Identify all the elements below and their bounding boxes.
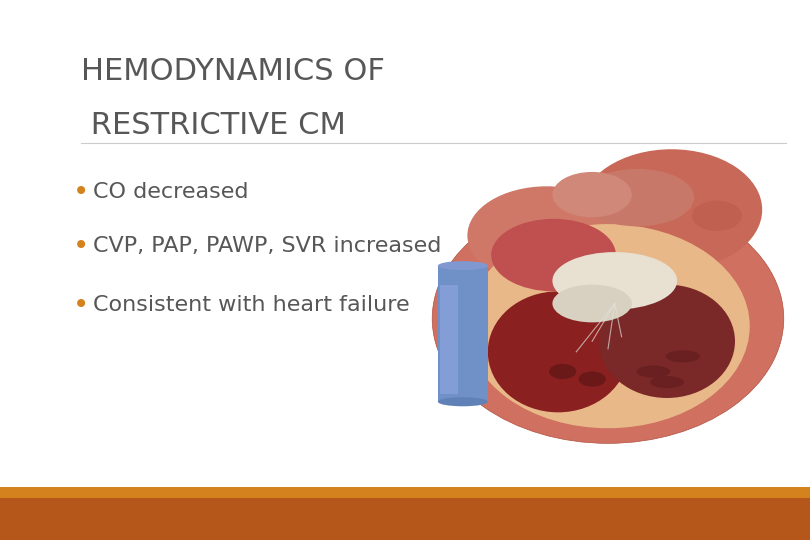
Text: HEMODYNAMICS OF: HEMODYNAMICS OF bbox=[81, 57, 385, 86]
Text: •: • bbox=[73, 178, 89, 206]
Text: •: • bbox=[73, 232, 89, 260]
Ellipse shape bbox=[433, 194, 784, 443]
Ellipse shape bbox=[491, 219, 616, 292]
Ellipse shape bbox=[578, 372, 606, 387]
Ellipse shape bbox=[552, 252, 677, 309]
Bar bbox=[440, 285, 458, 394]
Ellipse shape bbox=[650, 376, 684, 388]
Ellipse shape bbox=[467, 186, 626, 285]
Bar bbox=[438, 266, 488, 402]
Ellipse shape bbox=[549, 364, 576, 379]
Ellipse shape bbox=[581, 169, 694, 226]
Text: CO decreased: CO decreased bbox=[93, 181, 249, 202]
Ellipse shape bbox=[552, 172, 632, 217]
Bar bbox=[0, 487, 810, 498]
Text: Consistent with heart failure: Consistent with heart failure bbox=[93, 295, 410, 315]
Ellipse shape bbox=[552, 285, 632, 322]
Text: CVP, PAP, PAWP, SVR increased: CVP, PAP, PAWP, SVR increased bbox=[93, 235, 441, 256]
Ellipse shape bbox=[438, 261, 488, 270]
Ellipse shape bbox=[666, 350, 700, 362]
Text: •: • bbox=[73, 291, 89, 319]
Bar bbox=[0, 498, 810, 540]
Ellipse shape bbox=[692, 201, 742, 231]
Ellipse shape bbox=[467, 224, 750, 428]
Ellipse shape bbox=[637, 366, 671, 377]
Ellipse shape bbox=[488, 292, 629, 413]
Ellipse shape bbox=[581, 149, 762, 270]
Ellipse shape bbox=[599, 285, 735, 398]
Text: RESTRICTIVE CM: RESTRICTIVE CM bbox=[81, 111, 346, 140]
Ellipse shape bbox=[438, 397, 488, 406]
